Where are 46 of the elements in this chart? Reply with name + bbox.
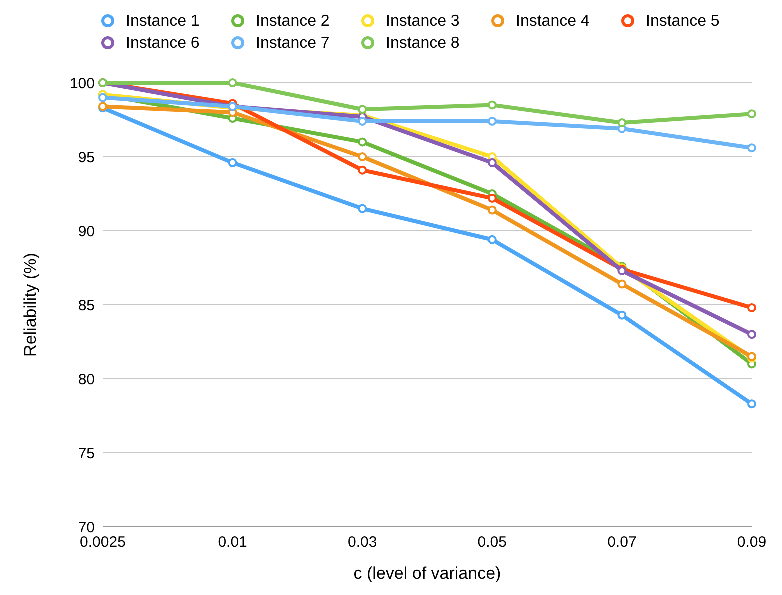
x-tick-label: 0.01 xyxy=(218,534,248,551)
legend-label: Instance 2 xyxy=(256,13,330,30)
y-tick-label: 85 xyxy=(78,297,95,314)
point xyxy=(618,118,627,128)
legend-label: Instance 7 xyxy=(256,35,330,52)
point xyxy=(748,144,756,153)
point xyxy=(358,152,368,162)
y-tick-label: 70 xyxy=(78,519,95,536)
legend-label: Instance 4 xyxy=(516,13,590,30)
y-tick-label: 100 xyxy=(70,75,95,92)
legend-label: Instance 8 xyxy=(386,35,460,52)
x-axis-title: c (level of variance) xyxy=(354,564,502,583)
point xyxy=(358,166,368,175)
x-tick-label: 0.0025 xyxy=(80,534,126,551)
point xyxy=(748,303,756,312)
point xyxy=(748,110,756,119)
point xyxy=(488,158,497,168)
legend-label: Instance 1 xyxy=(126,13,200,30)
point xyxy=(358,204,368,214)
x-tick-label: 0.05 xyxy=(478,534,507,551)
point xyxy=(98,93,108,102)
point xyxy=(488,235,497,244)
point xyxy=(618,310,627,320)
x-tick-label: 0.09 xyxy=(737,534,767,551)
point xyxy=(488,100,497,110)
point xyxy=(488,116,497,126)
point xyxy=(488,206,497,215)
x-tick-label: 0.07 xyxy=(608,534,637,551)
point xyxy=(488,194,497,203)
y-tick-label: 90 xyxy=(78,223,95,240)
point xyxy=(748,400,756,409)
legend-label: Instance 3 xyxy=(386,13,460,30)
point xyxy=(748,330,756,340)
y-tick-label: 95 xyxy=(78,149,95,166)
point xyxy=(228,78,238,88)
legend-label: Instance 6 xyxy=(126,35,200,52)
point xyxy=(228,158,238,168)
point xyxy=(618,280,627,289)
y-axis-title: Reliability (%) xyxy=(21,253,40,357)
point xyxy=(358,138,368,147)
point xyxy=(358,116,368,126)
point xyxy=(358,105,368,114)
x-tick-label: 0.03 xyxy=(348,534,378,551)
legend-label: Instance 5 xyxy=(646,13,720,30)
y-tick-label: 80 xyxy=(78,371,95,388)
y-tick-label: 75 xyxy=(78,445,95,462)
